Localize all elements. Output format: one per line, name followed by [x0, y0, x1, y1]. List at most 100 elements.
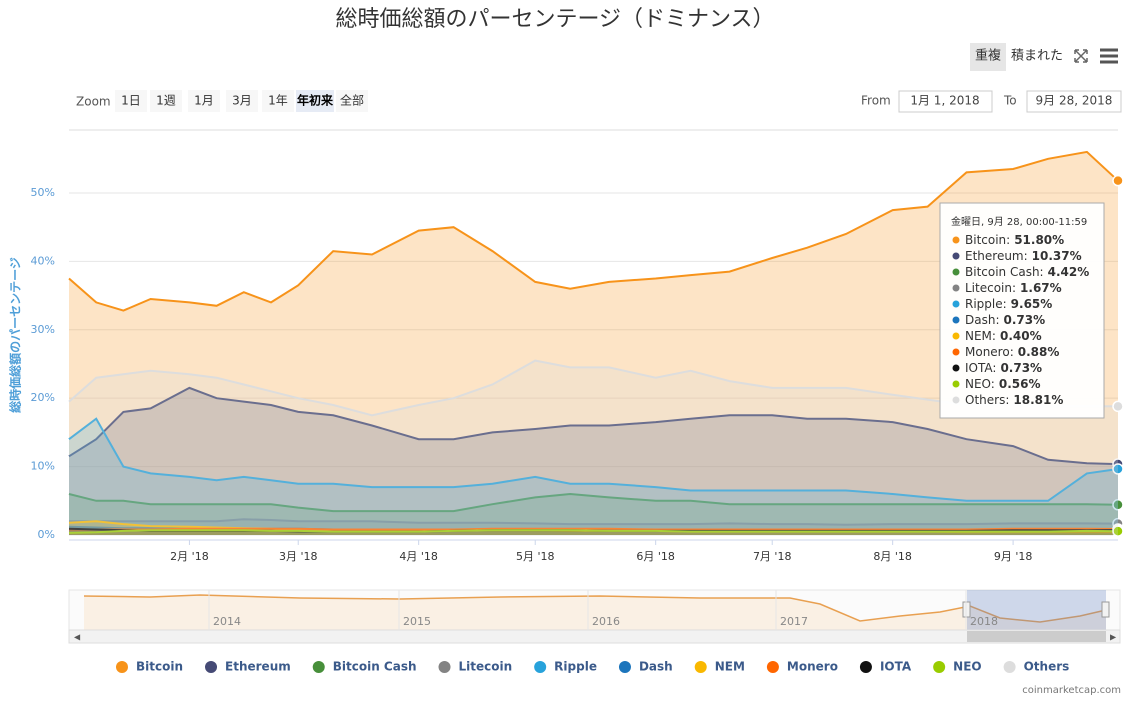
- zoom-button-bg[interactable]: [296, 90, 334, 112]
- legend-swatch[interactable]: [1003, 661, 1016, 673]
- zoom-button[interactable]: 全部: [340, 93, 364, 108]
- tooltip-name: NEM:: [965, 329, 996, 343]
- tooltip-box: [939, 202, 1105, 419]
- scroll-arrow[interactable]: ◀: [74, 633, 81, 642]
- legend-label[interactable]: Litecoin: [459, 660, 513, 674]
- area-fill: [69, 387, 1118, 535]
- tooltip-name: Ripple:: [965, 297, 1007, 311]
- zoom-button-bg[interactable]: [115, 90, 147, 112]
- tooltip-value: 0.40%: [1000, 329, 1042, 343]
- zoom-button-bg[interactable]: [336, 90, 368, 112]
- legend-swatch[interactable]: [205, 661, 218, 673]
- legend-label[interactable]: Bitcoin: [136, 660, 183, 674]
- from-input[interactable]: 1月 1, 2018: [910, 94, 979, 108]
- tooltip-value: 0.73%: [1000, 361, 1042, 375]
- zoom-button-bg[interactable]: [150, 90, 182, 112]
- y-tick-label: 30%: [31, 323, 55, 336]
- legend-swatch[interactable]: [766, 661, 779, 673]
- area-line: [68, 386, 1119, 466]
- legend-swatch[interactable]: [116, 661, 128, 673]
- tooltip-value: 0.88%: [1018, 345, 1060, 359]
- chart-title: 総時価総額のパーセンテージ（ドミナンス）: [335, 7, 774, 32]
- tooltip-value: 0.73%: [1004, 313, 1046, 327]
- legend-swatch[interactable]: [933, 661, 946, 673]
- zoom-button[interactable]: 1週: [156, 94, 176, 108]
- tooltip-swatch: [952, 348, 960, 356]
- y-tick-label: 50%: [31, 186, 55, 199]
- tooltip-swatch: [952, 252, 960, 260]
- x-tick-label: 2月 '18: [170, 550, 209, 563]
- y-tick-label: 40%: [31, 254, 55, 267]
- legend-label[interactable]: Dash: [639, 660, 673, 674]
- navigator-handle[interactable]: [1101, 601, 1110, 618]
- area-line: [68, 492, 1119, 513]
- view-button[interactable]: 重複: [975, 48, 1001, 64]
- tooltip-value: 4.42%: [1048, 265, 1090, 279]
- tooltip-item: IOTA: 0.73%: [965, 361, 1042, 375]
- legend-label[interactable]: NEO: [953, 660, 981, 674]
- scrollbar[interactable]: [68, 629, 1121, 644]
- tooltip-name: NEO:: [965, 377, 995, 391]
- to-input[interactable]: 9月 28, 2018: [1036, 94, 1113, 108]
- area-line: [68, 529, 1119, 534]
- navigator-label: 2014: [213, 615, 241, 628]
- tooltip-name: Others:: [965, 393, 1009, 407]
- menu-icon[interactable]: [1100, 48, 1118, 64]
- legend-swatch[interactable]: [534, 661, 547, 673]
- navigator-label: 2018: [970, 615, 998, 628]
- legend-swatch[interactable]: [694, 661, 707, 673]
- navigator-line: [83, 594, 1107, 623]
- legend-swatch[interactable]: [438, 661, 451, 673]
- legend-swatch[interactable]: [859, 661, 872, 673]
- tooltip-swatch: [952, 380, 960, 388]
- legend-label[interactable]: Monero: [787, 660, 838, 674]
- area-line: [68, 359, 1119, 417]
- legend-label[interactable]: Ethereum: [225, 660, 291, 674]
- to-label: To: [1003, 94, 1017, 108]
- scrollbar-thumb[interactable]: [967, 631, 1106, 642]
- legend-label[interactable]: IOTA: [880, 660, 912, 674]
- legend-swatch[interactable]: [618, 661, 631, 673]
- view-button-bg[interactable]: [970, 43, 1006, 71]
- hover-marker: [1112, 400, 1124, 413]
- tooltip-swatch: [952, 300, 960, 308]
- tooltip-item: Ripple: 9.65%: [965, 297, 1052, 311]
- zoom-button-bg[interactable]: [188, 90, 220, 112]
- tooltip-swatch: [952, 268, 960, 276]
- legend-label[interactable]: Ripple: [554, 660, 597, 674]
- navigator-label: 2017: [780, 615, 808, 628]
- navigator-selection[interactable]: [967, 590, 1106, 630]
- from-label: From: [861, 94, 891, 108]
- zoom-button-bg[interactable]: [226, 90, 258, 112]
- tooltip-swatch: [952, 364, 960, 372]
- to-input-box[interactable]: [1026, 90, 1122, 113]
- legend-label[interactable]: NEM: [715, 660, 745, 674]
- from-input-box[interactable]: [898, 90, 993, 113]
- zoom-button-bg[interactable]: [262, 90, 294, 112]
- navigator-label: 2015: [403, 615, 431, 628]
- tooltip-name: Bitcoin Cash:: [965, 265, 1044, 279]
- zoom-button[interactable]: 年初来: [297, 93, 334, 108]
- tooltip-name: Ethereum:: [965, 249, 1028, 263]
- tooltip-item: Ethereum: 10.37%: [965, 249, 1082, 263]
- x-tick-label: 6月 '18: [636, 550, 675, 563]
- tooltip-item: Litecoin: 1.67%: [965, 281, 1062, 295]
- tooltip-swatch: [952, 284, 960, 292]
- zoom-button[interactable]: 1日: [121, 94, 141, 108]
- view-button[interactable]: 積まれた: [1011, 49, 1063, 64]
- legend-swatch[interactable]: [312, 661, 325, 673]
- tooltip-swatch: [952, 316, 960, 324]
- tooltip-value: 10.37%: [1032, 249, 1082, 263]
- x-tick-label: 4月 '18: [399, 550, 438, 563]
- zoom-button[interactable]: 1月: [194, 94, 214, 108]
- fullscreen-icon[interactable]: [1074, 49, 1088, 63]
- zoom-button[interactable]: 3月: [232, 94, 252, 108]
- legend-label[interactable]: Others: [1024, 660, 1070, 674]
- tooltip-item: NEM: 0.40%: [965, 329, 1042, 343]
- legend-label[interactable]: Bitcoin Cash: [333, 660, 417, 674]
- x-tick-label: 9月 '18: [994, 550, 1033, 563]
- zoom-button[interactable]: 1年: [268, 94, 288, 108]
- area-line: [68, 150, 1119, 312]
- scroll-arrow[interactable]: ▶: [1110, 633, 1117, 642]
